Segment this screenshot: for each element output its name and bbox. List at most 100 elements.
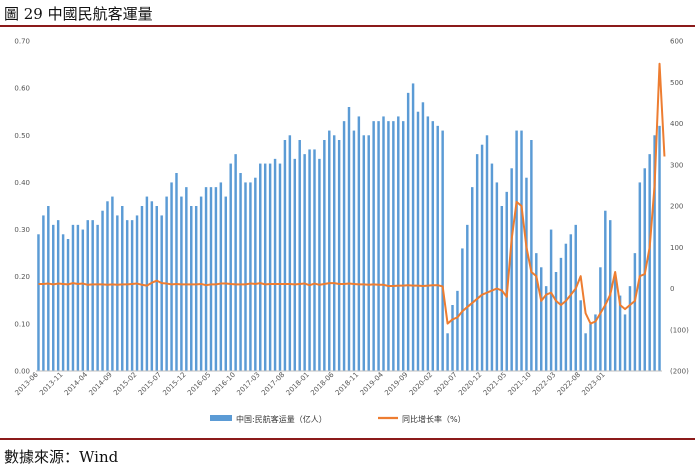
bar (81, 229, 85, 371)
bar (604, 210, 607, 371)
source-note: 數據來源：Wind (4, 448, 119, 466)
bar (426, 116, 430, 372)
legend: 中国:民航客运量（亿人） 同比增长率（%） (210, 414, 466, 424)
bar (584, 333, 587, 371)
left-tick-label: 0.70 (14, 38, 30, 46)
bar (594, 314, 597, 371)
line-series (38, 62, 666, 325)
bar (401, 121, 405, 371)
bar (525, 177, 528, 371)
bar (436, 125, 439, 371)
x-axis: 2013-062013-112014-042014-092015-022015-… (14, 370, 662, 397)
bar (273, 158, 277, 371)
bar (52, 224, 55, 371)
bar (239, 173, 242, 371)
bar (318, 158, 321, 371)
x-tick-label: 2021-10 (506, 371, 532, 397)
bar (352, 130, 356, 371)
x-tick-label: 2019-09 (383, 371, 409, 397)
bar (190, 206, 193, 371)
bar (209, 187, 213, 371)
bar (471, 187, 474, 371)
x-tick-label: 2015-12 (161, 371, 187, 397)
bar (535, 253, 538, 371)
bar (569, 234, 573, 371)
bar (559, 257, 563, 371)
bar (618, 295, 622, 371)
bar (96, 224, 99, 371)
bar (229, 163, 232, 371)
bar (495, 182, 499, 371)
x-tick-label: 2018-06 (309, 370, 336, 397)
bar (382, 116, 385, 372)
bar (362, 135, 366, 371)
bar (150, 201, 154, 371)
bar (564, 243, 568, 371)
footer-rule (0, 438, 695, 440)
right-tick-label: 300 (670, 161, 683, 169)
legend-line-label: 同比增长率（%） (402, 414, 466, 424)
bar (101, 210, 104, 371)
bar (121, 206, 124, 371)
bar (466, 224, 469, 371)
x-tick-label: 2013-11 (38, 371, 64, 397)
bar (61, 234, 65, 371)
x-tick-label: 2020-07 (433, 371, 459, 397)
bar (76, 224, 80, 371)
bar (244, 182, 247, 371)
x-tick-label: 2020-12 (457, 371, 483, 397)
bar (633, 253, 637, 371)
bar (461, 248, 464, 371)
chart-title: 圖 29 中國民航客運量 (4, 5, 153, 23)
bar (170, 182, 173, 371)
bar (283, 140, 287, 371)
bar (540, 267, 543, 371)
right-tick-label: 200 (670, 203, 683, 211)
bar (259, 163, 262, 371)
bar (392, 121, 395, 371)
bar (116, 215, 119, 371)
x-tick-label: 2018-11 (334, 371, 360, 397)
bar (91, 220, 94, 371)
bar (549, 229, 553, 371)
bar (337, 140, 341, 371)
left-tick-label: 0.60 (14, 85, 30, 93)
bar (342, 121, 346, 371)
bar (204, 187, 208, 371)
left-tick-label: 0.00 (14, 368, 30, 376)
bar-series (37, 83, 661, 372)
right-tick-label: (100) (670, 326, 689, 334)
bar (234, 154, 237, 371)
bar (263, 163, 267, 371)
bar (510, 168, 513, 371)
bar (145, 196, 149, 371)
x-tick-label: 2021-05 (482, 371, 508, 397)
bar (421, 102, 425, 371)
right-y-axis: (200) (100) 0 100 200 300 400 500 600 (670, 38, 689, 376)
bar (530, 140, 533, 371)
x-tick-label: 2014-04 (63, 370, 90, 397)
bar (37, 234, 40, 371)
x-tick-label: 2018-01 (285, 371, 311, 397)
bar (372, 121, 375, 371)
x-tick-label: 2017-08 (260, 371, 286, 397)
x-tick-label: 2016-10 (211, 371, 237, 397)
bar (544, 286, 548, 371)
left-tick-label: 0.50 (14, 132, 30, 140)
bar (106, 201, 109, 371)
bar (254, 177, 257, 371)
bar (125, 220, 129, 371)
bar (288, 135, 292, 371)
bar (490, 163, 494, 371)
bar (431, 121, 435, 371)
bar (42, 215, 45, 371)
bar (219, 182, 223, 371)
bar (653, 135, 656, 371)
bar (658, 125, 661, 371)
x-tick-label: 2023-01 (580, 371, 606, 397)
bar (623, 314, 627, 371)
bar (155, 206, 158, 371)
bar (194, 206, 198, 371)
bar (328, 130, 331, 371)
bar (406, 92, 410, 372)
